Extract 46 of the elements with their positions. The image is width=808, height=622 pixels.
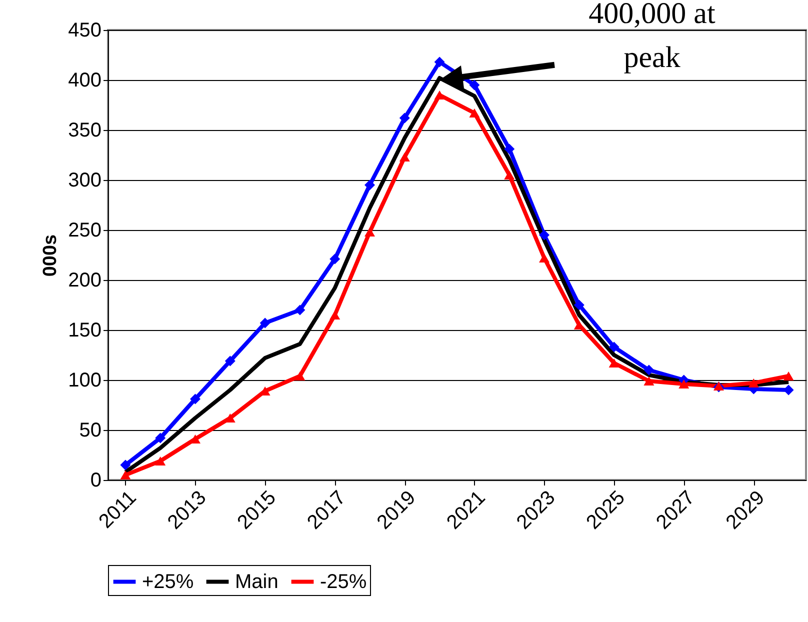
point bbox=[644, 376, 654, 386]
y-tick-label: 0 bbox=[90, 470, 102, 492]
point bbox=[644, 364, 654, 376]
point bbox=[155, 432, 166, 444]
point bbox=[155, 456, 166, 466]
point bbox=[434, 90, 445, 100]
point bbox=[539, 230, 550, 240]
point bbox=[330, 310, 340, 320]
point bbox=[469, 108, 480, 118]
y-axis-title: 000s bbox=[40, 234, 62, 277]
legend-label: +25% bbox=[142, 570, 194, 593]
point bbox=[294, 304, 306, 316]
point bbox=[399, 152, 410, 162]
point bbox=[224, 356, 236, 366]
y-tick-label: 200 bbox=[68, 270, 102, 292]
point bbox=[574, 300, 584, 310]
annotation: 400,000 at peak bbox=[588, 0, 716, 74]
point bbox=[364, 227, 375, 237]
point bbox=[539, 253, 550, 263]
point bbox=[608, 342, 620, 352]
y-tick-label: 300 bbox=[68, 170, 102, 192]
point bbox=[678, 379, 690, 389]
legend-label: Main bbox=[235, 570, 278, 593]
y-tick-label: 350 bbox=[68, 120, 102, 142]
point bbox=[504, 170, 515, 180]
point bbox=[434, 56, 445, 68]
point bbox=[608, 358, 620, 368]
point bbox=[260, 318, 270, 328]
point bbox=[748, 378, 759, 388]
point bbox=[120, 470, 131, 480]
point bbox=[294, 371, 306, 381]
point bbox=[469, 80, 480, 90]
point bbox=[783, 371, 794, 381]
y-tick-label: 150 bbox=[68, 320, 102, 342]
y-tick-label: 50 bbox=[79, 420, 102, 442]
point bbox=[504, 144, 515, 154]
y-tick-label: 400 bbox=[68, 70, 102, 92]
legend-label: -25% bbox=[320, 570, 367, 593]
y-tick-label: 100 bbox=[68, 370, 102, 392]
point bbox=[190, 394, 200, 404]
point bbox=[330, 254, 340, 264]
y-tick-label: 250 bbox=[68, 220, 102, 242]
point bbox=[120, 460, 131, 470]
point bbox=[364, 180, 375, 190]
point bbox=[399, 112, 410, 124]
y-tick-label: 450 bbox=[68, 20, 102, 42]
